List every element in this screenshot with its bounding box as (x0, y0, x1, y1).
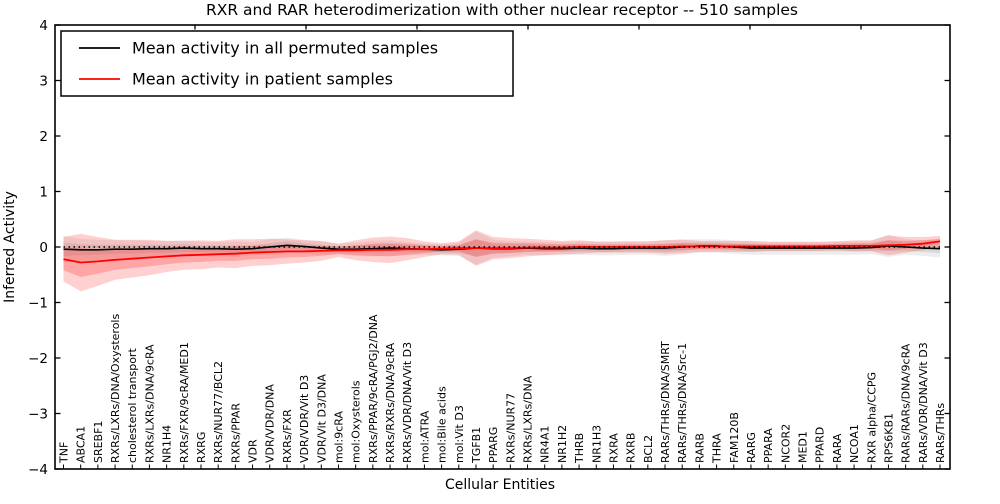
x-tick-label: RARs/THRs/DNA/SMRT (659, 341, 672, 463)
x-tick-label: RXRs/LXRs/DNA/Oxysterols (109, 314, 122, 463)
x-tick-label: mol:Vit D3 (453, 405, 466, 463)
confidence-bands (63, 230, 940, 292)
x-tick-label: RXRs/LXRs/DNA/9cRA (143, 344, 156, 463)
x-tick-label: RXRs/FXR (281, 409, 294, 463)
x-tick-label: RARG (745, 432, 758, 463)
x-tick-label: RARs/THRs/DNA/Src-1 (676, 343, 689, 463)
x-tick-label: THRB (573, 433, 586, 464)
x-axis-label: Cellular Entities (445, 477, 555, 493)
x-tick-label: SREBF1 (92, 421, 105, 463)
y-axis-label: Inferred Activity (2, 191, 18, 303)
y-tick-label: −3 (28, 407, 48, 423)
x-tick-label: MED1 (797, 431, 810, 463)
x-tick-label: RXRs/PPAR (229, 403, 242, 463)
x-tick-label: cholesterol transport (126, 348, 139, 463)
x-tick-label: RXRs/NUR77 (504, 393, 517, 463)
y-tick-labels: 4 3 2 1 0 −1 −2 −3 −4 (28, 18, 48, 478)
x-tick-label: TNF (58, 442, 71, 464)
x-tick-label: BCL2 (642, 435, 655, 463)
x-tick-label: RXRB (625, 433, 638, 463)
x-tick-label: TGFB1 (470, 427, 483, 464)
y-tick-label: 4 (39, 18, 48, 34)
x-tick-label: RARA (831, 433, 844, 463)
x-tick-label: RXRA (607, 433, 620, 463)
legend-box (60, 30, 514, 97)
x-tick-label: mol:ATRA (418, 410, 431, 463)
x-tick-label: NR1H4 (161, 425, 174, 463)
y-tick-label: −2 (28, 351, 48, 367)
axes-frame-and-ticks (54, 24, 951, 470)
x-tick-label: RXRG (195, 432, 208, 463)
x-tick-label: FAM120B (728, 412, 741, 463)
legend-label-patient: Mean activity in patient samples (132, 70, 393, 89)
x-tick-label: RXRs/VDR/DNA/Vit D3 (401, 342, 414, 463)
y-tick-label: 1 (39, 185, 48, 201)
legend: Mean activity in all permuted samples Me… (60, 30, 514, 97)
x-tick-labels: TNF ABCA1 SREBF1 RXRs/LXRs/DNA/Oxysterols ch… (58, 314, 948, 464)
x-tick-label: RARs/THRs (934, 403, 947, 463)
x-tick-label: PPARD (814, 427, 827, 463)
y-tick-label: 0 (39, 240, 48, 256)
x-tick-label: VDR (247, 439, 260, 463)
x-tick-label: mol:Oxysterols (350, 380, 363, 463)
x-tick-label: VDR/VDR/DNA (264, 384, 277, 463)
x-tick-label: NR4A1 (539, 426, 552, 463)
legend-label-permuted: Mean activity in all permuted samples (132, 39, 438, 58)
y-tick-label: 2 (39, 129, 48, 145)
x-tick-label: THRA (711, 433, 724, 464)
x-tick-label: RXRs/NUR77/BCL2 (212, 361, 225, 463)
x-tick-label: NR1H3 (590, 425, 603, 463)
x-tick-label: RXRs/LXRs/DNA (522, 375, 535, 463)
x-tick-label: RXRs/RXRs/DNA/9cRA (384, 342, 397, 463)
x-tick-label: RXRs/FXR/9cRA/MED1 (178, 342, 191, 463)
x-tick-label: RPS6KB1 (882, 413, 895, 463)
chart-title: RXR and RAR heterodimerization with othe… (206, 1, 798, 19)
x-tick-label: RARs/VDR/DNA/Vit D3 (917, 342, 930, 463)
x-tick-label: RARB (693, 433, 706, 463)
y-tick-label: 3 (39, 74, 48, 90)
x-tick-label: NCOA1 (848, 424, 861, 463)
x-tick-label: mol:9cRA (332, 411, 345, 463)
x-tick-label: ABCA1 (75, 426, 88, 463)
band (63, 238, 940, 277)
x-tick-label: NR1H2 (556, 425, 569, 463)
x-tick-label: VDR/VDR/Vit D3 (298, 375, 311, 463)
x-tick-label: PPARG (487, 427, 500, 463)
x-tick-label: NCOR2 (779, 424, 792, 463)
y-tick-label: −4 (28, 462, 48, 478)
x-tick-label: VDR/Vit D3/DNA (315, 374, 328, 463)
x-tick-label: RXR alpha/CCPG (865, 372, 878, 463)
x-tick-label: RXRs/PPAR/9cRA/PGJ2/DNA (367, 314, 380, 463)
x-tick-label: mol:Bile acids (436, 386, 449, 463)
y-tick-label: −1 (28, 296, 48, 312)
x-tick-label: PPARA (762, 428, 775, 463)
x-tick-label: RARs/RARs/DNA/9cRA (900, 343, 913, 463)
